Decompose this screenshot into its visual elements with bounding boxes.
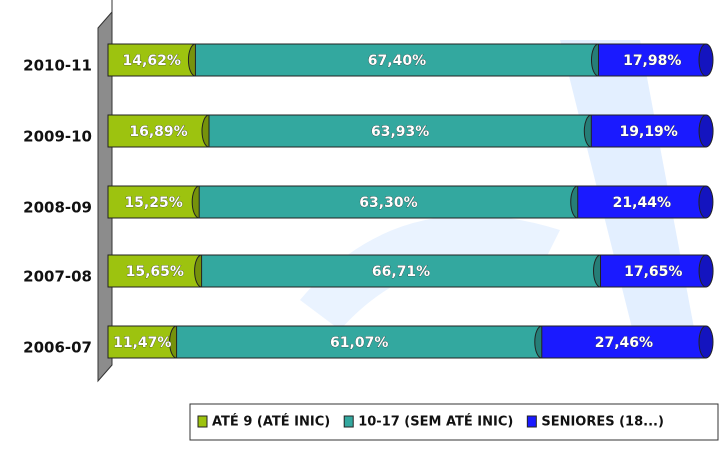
bar-segment xyxy=(201,254,602,288)
legend-marker xyxy=(526,415,537,428)
category-label: 2006-07 xyxy=(23,339,92,357)
value-label: 63,30% xyxy=(359,195,417,211)
bar-segment xyxy=(208,114,592,148)
value-label: 16,89% xyxy=(129,124,187,140)
value-label: 14,62% xyxy=(123,53,181,69)
bar-segment xyxy=(600,254,707,288)
legend-marker xyxy=(343,415,354,428)
axis-wall xyxy=(97,10,113,383)
category-label: 2009-10 xyxy=(23,128,92,146)
bar-segment xyxy=(590,114,707,148)
bar-cap xyxy=(698,325,714,359)
value-label: 27,46% xyxy=(595,335,653,351)
value-label: 67,40% xyxy=(368,53,426,69)
bar-cap xyxy=(698,254,714,288)
category-label: 2007-08 xyxy=(23,268,92,286)
value-label: 15,25% xyxy=(124,195,182,211)
bar-segment xyxy=(541,325,707,359)
bar-segment xyxy=(107,185,200,219)
bar-segment xyxy=(107,254,203,288)
value-label: 66,71% xyxy=(372,264,430,280)
value-label: 15,65% xyxy=(126,264,184,280)
bar-cap xyxy=(698,43,714,77)
legend-label: SENIORES (18...) xyxy=(541,415,664,430)
value-label: 19,19% xyxy=(620,124,678,140)
value-label: 11,47% xyxy=(113,335,171,351)
value-label: 17,98% xyxy=(623,53,681,69)
category-label: 2010-11 xyxy=(23,57,92,75)
value-label: 61,07% xyxy=(330,335,388,351)
legend-box xyxy=(189,403,719,441)
legend-label: 10-17 (SEM ATÉ INIC) xyxy=(358,414,513,430)
bar-segment xyxy=(577,185,707,219)
watermark xyxy=(300,215,560,330)
value-label: 17,65% xyxy=(624,264,682,280)
legend-marker xyxy=(197,415,208,428)
bar-segment xyxy=(107,325,178,359)
category-label: 2008-09 xyxy=(23,199,92,217)
bar-segment xyxy=(194,43,599,77)
bar-cap xyxy=(698,114,714,148)
value-label: 63,93% xyxy=(371,124,429,140)
bar-segment xyxy=(176,325,543,359)
bar-segment xyxy=(198,185,579,219)
bar-segment xyxy=(597,43,707,77)
legend-label: ATÉ 9 (ATÉ INIC) xyxy=(212,414,330,430)
value-label: 21,44% xyxy=(613,195,671,211)
bar-cap xyxy=(698,185,714,219)
